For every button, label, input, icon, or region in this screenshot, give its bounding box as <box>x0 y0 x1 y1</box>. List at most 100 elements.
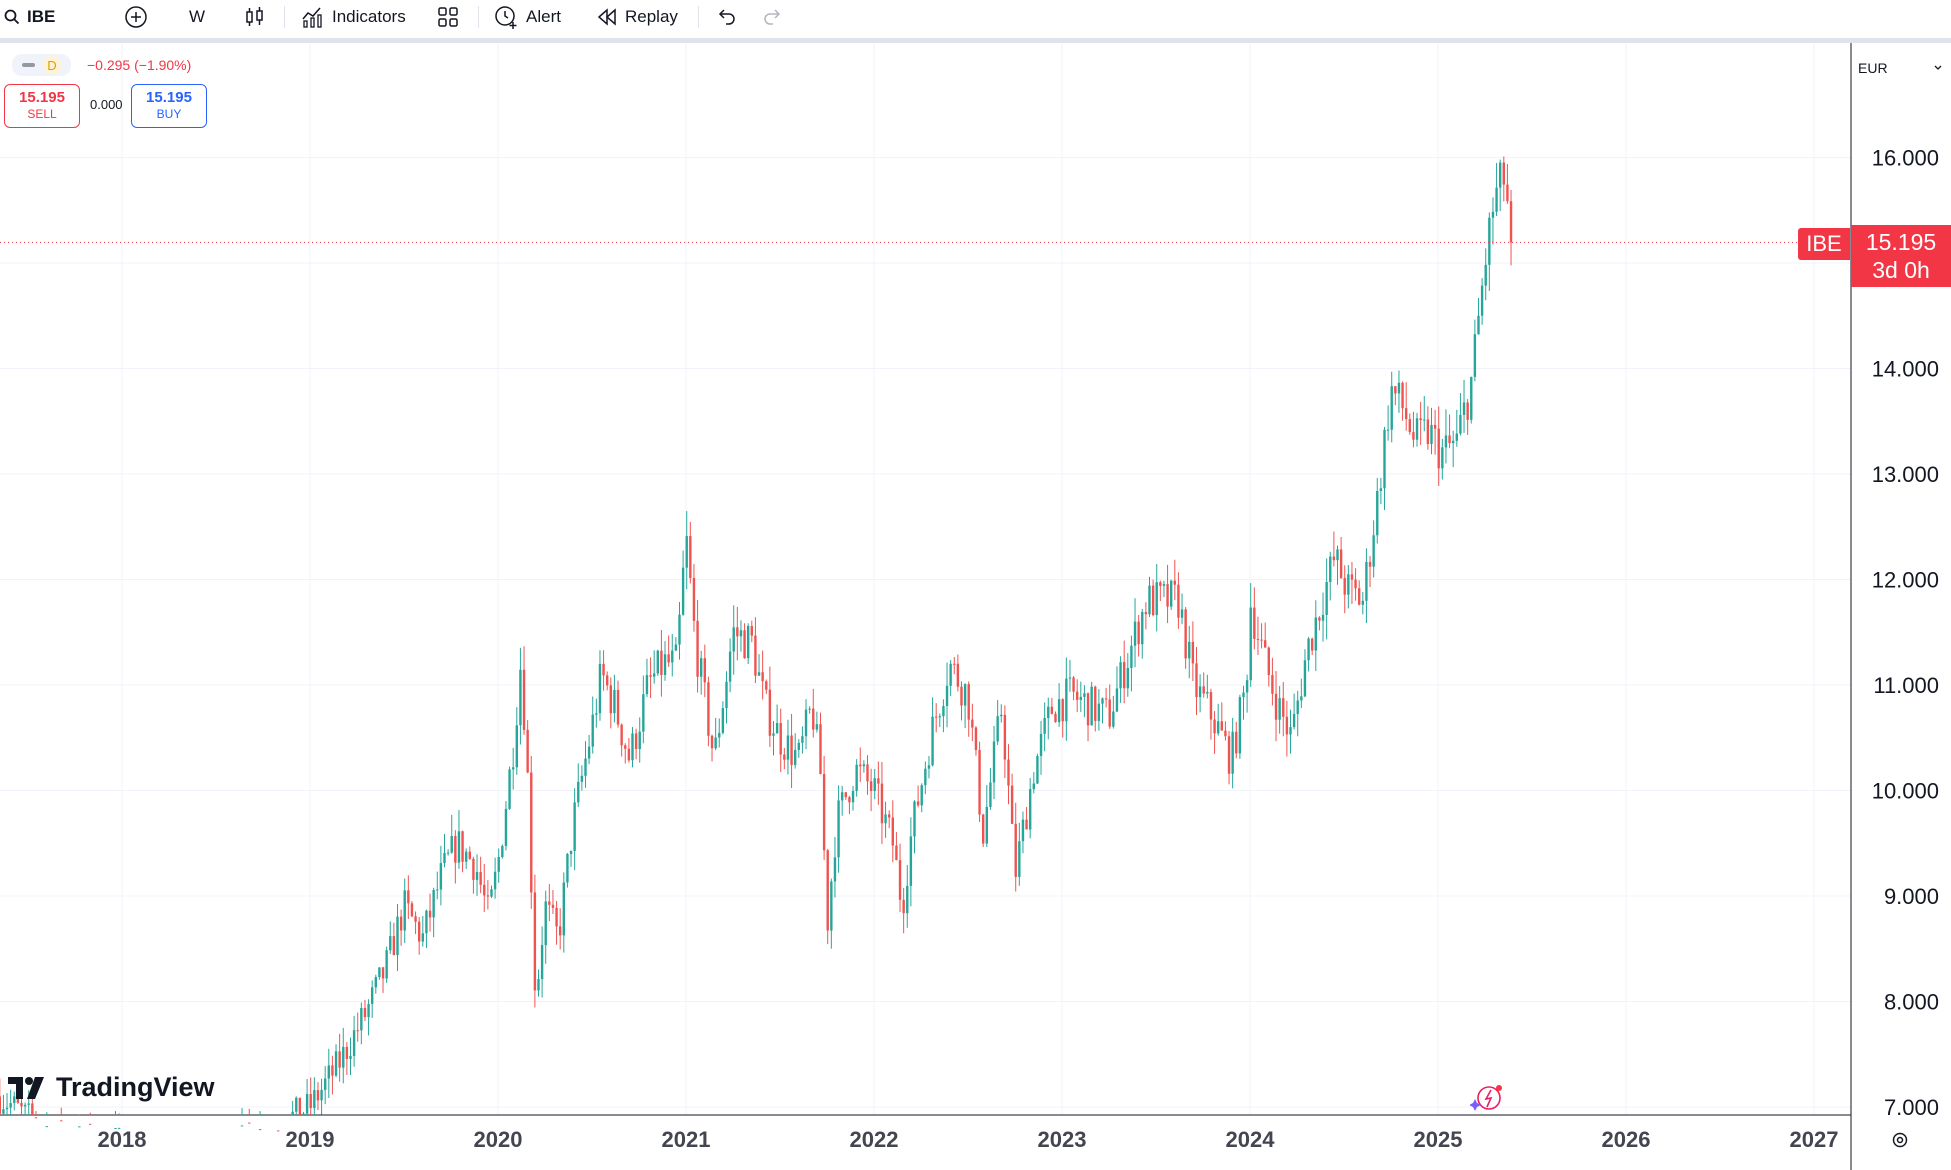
candle-body <box>1119 662 1122 689</box>
candle-body <box>320 1089 323 1101</box>
undo-button[interactable] <box>715 0 737 34</box>
candle-body <box>454 835 457 863</box>
candle-body <box>627 748 631 761</box>
candle-body <box>399 916 403 931</box>
price-chart[interactable]: 7.000 8.000 9.000 10.000 11.000 12.000 13.000 1… <box>0 43 1951 1170</box>
candle-body <box>338 1051 341 1068</box>
market-status[interactable]: D <box>12 54 71 76</box>
candle-body <box>1401 382 1404 409</box>
candle-body <box>609 685 612 714</box>
candle-body <box>1216 721 1220 734</box>
candle-body <box>316 1090 320 1101</box>
y-tick-label: 9.000 <box>1884 884 1939 909</box>
candle-body <box>544 901 547 946</box>
candle-body <box>736 627 739 637</box>
candle-body <box>1357 588 1361 605</box>
candle-body <box>927 765 931 769</box>
candle-body <box>519 669 522 726</box>
candle-body <box>334 1051 338 1076</box>
candle-body <box>765 681 768 690</box>
candle-body <box>1036 755 1039 784</box>
candle-body <box>783 754 786 760</box>
candle-body <box>819 724 822 775</box>
last-price: 15.195 <box>1865 229 1937 255</box>
candle-body <box>732 627 735 652</box>
candle-body <box>985 806 988 844</box>
candle-body <box>450 835 453 853</box>
candle-body <box>978 750 981 815</box>
candle-body <box>276 1130 280 1132</box>
buy-label: BUY <box>156 107 182 121</box>
logo-text: TradingView <box>56 1072 215 1102</box>
candle-body <box>1065 678 1068 722</box>
toolbar-separator <box>0 38 1951 43</box>
symbol-search[interactable]: IBE <box>4 0 55 34</box>
candle-body <box>1289 727 1292 735</box>
candle-body <box>1104 698 1108 700</box>
spread-value: 0.000 <box>90 97 123 112</box>
redo-button[interactable] <box>762 0 784 34</box>
candle-body <box>1094 686 1097 721</box>
candle-body <box>631 733 634 761</box>
replay-button[interactable]: Replay <box>596 0 678 34</box>
candle-body <box>1151 585 1155 616</box>
candle-body <box>1271 675 1274 694</box>
x-tick-label: 2022 <box>850 1127 899 1152</box>
candle-body <box>580 775 584 782</box>
candle-body <box>1115 688 1119 712</box>
candle-body <box>1173 580 1176 585</box>
layouts-button[interactable] <box>437 0 459 34</box>
assistant-sparkle-icon[interactable] <box>1470 1083 1504 1113</box>
candle-body <box>1079 696 1082 700</box>
replay-icon <box>597 8 616 26</box>
candle-body <box>707 682 710 736</box>
candle-body <box>595 713 598 715</box>
candle-body <box>699 658 703 677</box>
candle-body <box>1336 549 1339 561</box>
interval-button[interactable]: W <box>189 0 205 34</box>
indicators-button[interactable]: Indicators <box>301 0 406 34</box>
candle-body <box>540 945 544 980</box>
candle-body <box>786 735 790 760</box>
candle-body <box>417 921 421 942</box>
candle-body <box>1162 584 1166 586</box>
candle-body <box>1213 719 1216 734</box>
candle-body <box>674 644 678 651</box>
candle-body <box>1075 691 1079 700</box>
candle-body <box>1068 677 1072 679</box>
candle-body <box>1444 435 1448 448</box>
candle-body <box>421 933 424 942</box>
chart-type-button[interactable] <box>244 0 266 34</box>
candle-body <box>1404 408 1408 420</box>
candle-body <box>291 1111 294 1115</box>
candle-body <box>1242 692 1245 698</box>
candle-body <box>345 1046 349 1059</box>
candle-body <box>511 767 515 770</box>
candle-body <box>681 567 685 615</box>
candle-body <box>1198 686 1202 698</box>
currency-selector[interactable]: EUR <box>1850 55 1951 81</box>
chart-settings-icon[interactable] <box>1890 1130 1910 1150</box>
sell-button[interactable]: 15.195 SELL <box>4 84 80 128</box>
y-tick-label: 14.000 <box>1872 357 1939 382</box>
candle-body <box>1310 638 1314 651</box>
candle-body <box>533 892 537 991</box>
candle-body <box>837 800 840 858</box>
candle-body <box>1300 696 1303 701</box>
buy-button[interactable]: 15.195 BUY <box>131 84 207 128</box>
candle-body <box>822 774 826 851</box>
candle-body <box>862 764 866 767</box>
candle-body <box>869 781 873 792</box>
candle-body <box>851 791 855 803</box>
candle-body <box>367 1003 370 1018</box>
tradingview-logo[interactable]: TradingView <box>8 1072 215 1103</box>
alert-button[interactable]: Alert <box>493 0 561 34</box>
candle-body <box>1455 433 1458 441</box>
y-tick-label: 8.000 <box>1884 990 1939 1015</box>
candle-body <box>504 808 508 846</box>
candle-body <box>1010 785 1014 824</box>
x-tick-label: 2018 <box>98 1127 147 1152</box>
compare-symbol-button[interactable] <box>124 0 148 34</box>
candle-body <box>830 881 833 931</box>
candle-body <box>1195 663 1198 698</box>
